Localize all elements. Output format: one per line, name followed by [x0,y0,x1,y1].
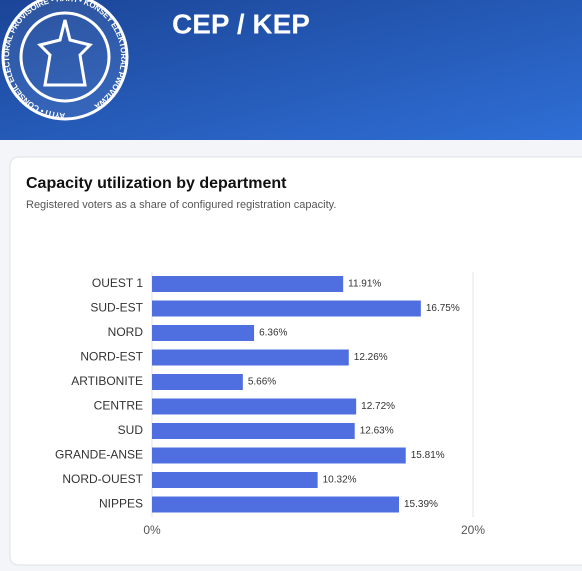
y-tick-label: NORD-EST [80,350,143,364]
y-tick-label: CENTRE [94,399,143,413]
value-label: 6.36% [259,328,287,339]
header-title: CEP / KEP [172,8,310,39]
y-tick-label: ARTIBONITE [71,374,143,388]
chart-title: Capacity utilization by department [26,175,287,192]
x-tick-label: 20% [461,523,485,537]
bar [152,374,243,390]
bar [152,398,357,415]
value-label: 12.26% [354,352,388,363]
header-bar [0,0,582,140]
bar [152,300,421,317]
logo-emblem [37,19,93,87]
value-label: 15.81% [411,450,445,461]
value-label: 5.66% [248,377,276,388]
logo: AYITI • CONSEIL ÉLECTORAL PROVISOIRE • H… [1,0,129,121]
y-tick-label: NORD-OUEST [62,472,143,486]
bar [152,325,255,341]
y-tick-label: GRANDE-ANSE [55,448,143,462]
bar [152,423,355,439]
logo-inner [19,11,111,103]
bar [152,447,406,464]
bar [152,472,318,488]
bar [152,349,349,366]
value-label: 11.91% [348,279,381,290]
value-label: 12.72% [361,401,395,412]
value-label: 12.63% [360,426,394,437]
value-label: 10.32% [323,475,357,486]
bar [152,276,344,292]
x-tick-label: 0% [143,523,161,537]
value-label: 16.75% [426,303,460,314]
bar [152,496,400,513]
y-tick-label: NIPPES [99,497,143,511]
y-tick-label: SUD [118,423,144,437]
y-tick-label: OUEST 1 [92,276,143,290]
y-tick-label: SUD-EST [90,301,143,315]
y-tick-label: NORD [108,325,144,339]
value-label: 15.39% [404,499,438,510]
chart-subtitle: Registered voters as a share of configur… [26,199,336,211]
